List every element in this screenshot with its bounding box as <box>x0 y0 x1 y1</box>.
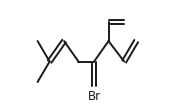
Text: Br: Br <box>88 90 101 103</box>
